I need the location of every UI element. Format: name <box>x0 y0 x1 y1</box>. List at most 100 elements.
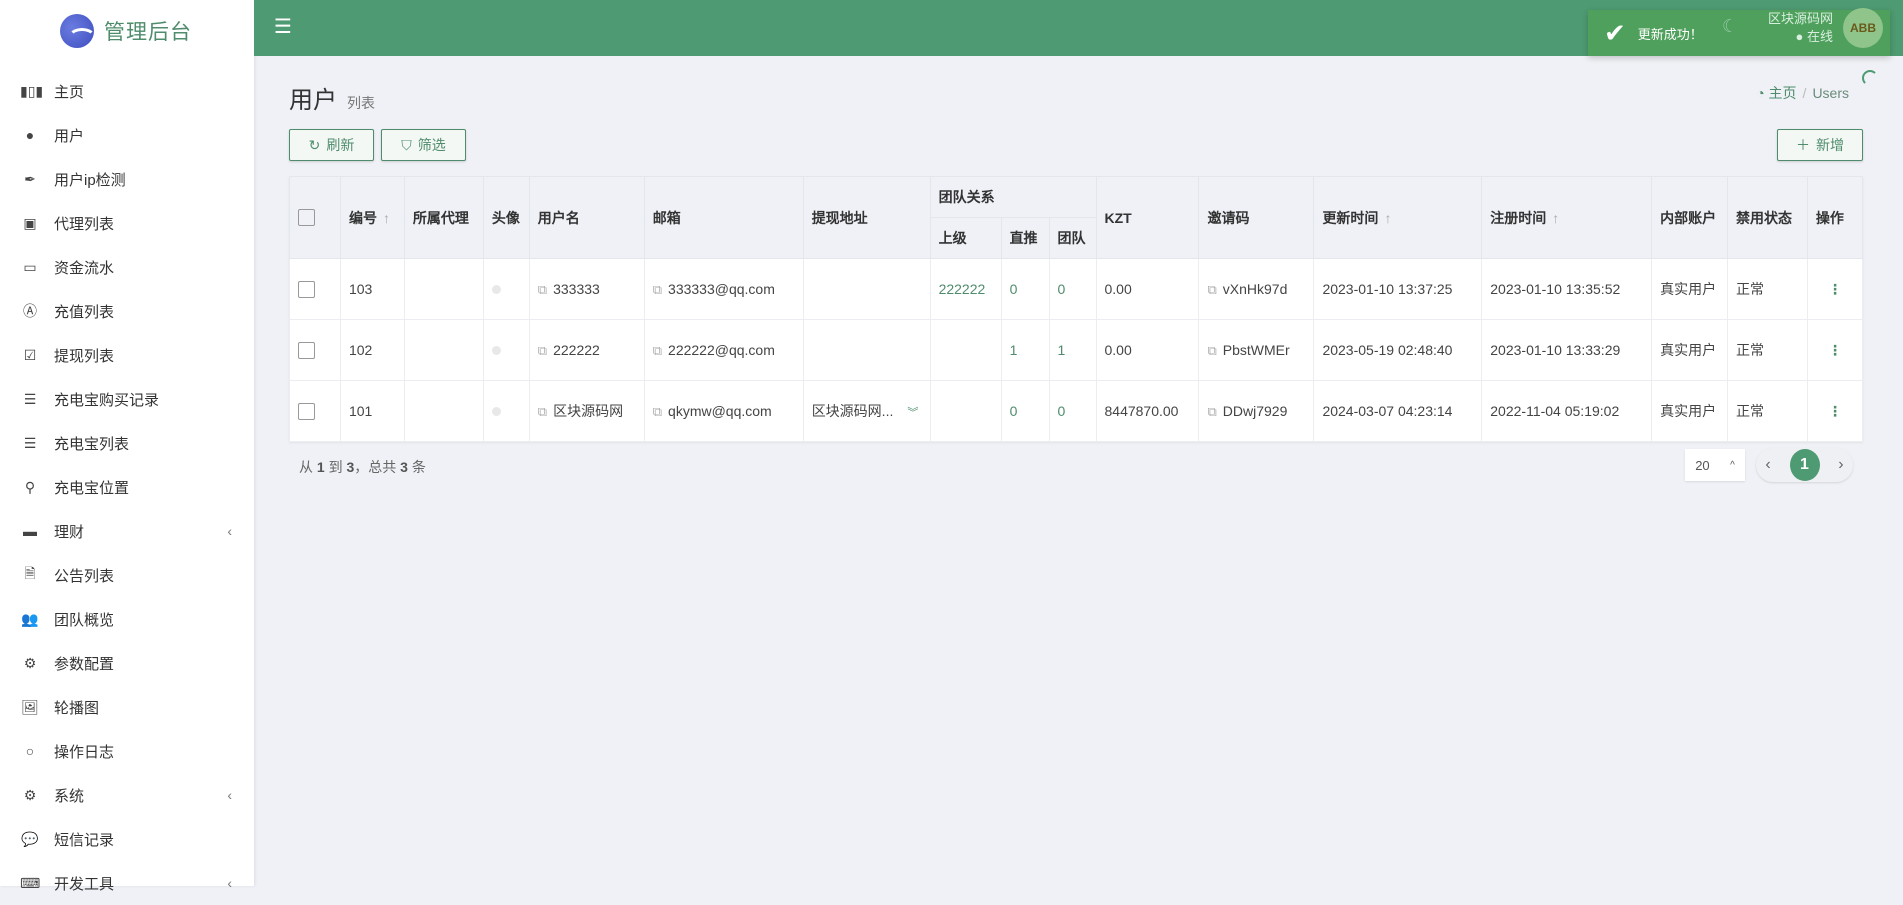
indent-list-icon: ☰ <box>23 434 37 451</box>
sidebar-item[interactable]: ▣ 代理列表 <box>0 201 254 245</box>
copy-icon[interactable]: ⧉ <box>537 342 548 358</box>
prev-page-button[interactable]: ‹ <box>1765 456 1771 473</box>
sidebar-item[interactable]: 🖼 轮播图 <box>0 685 254 729</box>
sidebar-item[interactable]: ☰ 充电宝列表 <box>0 421 254 465</box>
cell-parent[interactable]: 222222 <box>929 258 1002 320</box>
sidebar-item[interactable]: 💬 短信记录 <box>0 817 254 861</box>
bar-chart-icon: ▮▯▮ <box>20 82 44 99</box>
file-text-icon: 🗎 <box>24 565 36 581</box>
add-button[interactable]: ＋ 新增 <box>1777 129 1863 161</box>
pagination-info: 从 1 到 3，总共 3 条 <box>299 459 426 475</box>
circle-icon: ○ <box>25 743 35 759</box>
sidebar-item[interactable]: ☑ 提现列表 <box>0 333 254 377</box>
refresh-button[interactable]: ↻ 刷新 <box>289 129 374 161</box>
col-id[interactable]: 编号 ↑ <box>339 176 405 259</box>
copy-icon[interactable]: ⧉ <box>1207 281 1217 297</box>
sidebar-item-label: 用户 <box>54 127 85 145</box>
letter-a-icon: Ⓐ <box>23 303 37 319</box>
sidebar-item[interactable]: ⚲ 充电宝位置 <box>0 465 254 509</box>
cell-agent <box>403 319 484 381</box>
sidebar-item[interactable]: ▮▯▮ 主页 <box>0 69 254 113</box>
sidebar-item[interactable]: ● 用户 <box>0 113 254 157</box>
row-checkbox[interactable] <box>298 280 315 298</box>
cell-updated: 2023-01-10 13:37:25 <box>1313 258 1483 320</box>
col-internal: 内部账户 <box>1651 176 1729 259</box>
cell-username: 区块源码网 <box>553 403 624 419</box>
cell-parent[interactable] <box>929 380 1002 442</box>
cell-direct[interactable]: 1 <box>1000 319 1050 381</box>
logo[interactable]: 管理后台 <box>60 14 192 48</box>
cell-team[interactable]: 1 <box>1048 319 1097 381</box>
copy-icon[interactable]: ⧉ <box>652 281 663 297</box>
user-menu[interactable]: 区块源码网 ● 在线 ABB <box>1768 8 1883 48</box>
sidebar-item[interactable]: ⌨ 开发工具 ‹ <box>0 861 254 905</box>
copy-icon[interactable]: ⧉ <box>537 404 548 419</box>
col-agent: 所属代理 <box>403 176 484 259</box>
col-team-count: 团队 <box>1048 217 1097 259</box>
more-vertical-icon[interactable]: ⋮ <box>1827 402 1842 419</box>
cell-parent[interactable] <box>929 319 1002 381</box>
sidebar-item[interactable]: ⚙ 参数配置 <box>0 641 254 685</box>
cell-agent <box>403 380 484 442</box>
sidebar-item[interactable]: ⚙ 系统 ‹ <box>0 773 254 817</box>
col-parent: 上级 <box>929 217 1002 259</box>
sidebar-item[interactable]: ▭ 资金流水 <box>0 245 254 289</box>
menu-toggle-icon[interactable]: ☰ <box>274 16 292 38</box>
cell-direct[interactable]: 0 <box>1000 258 1050 320</box>
cell-team[interactable]: 0 <box>1048 258 1097 320</box>
cell-ban: 正常 <box>1727 319 1808 381</box>
sidebar-item[interactable]: 👥 团队概览 <box>0 597 254 641</box>
row-checkbox[interactable] <box>298 341 315 359</box>
chevron-left-icon[interactable]: ‹ <box>227 875 232 891</box>
sidebar-item-label: 主页 <box>54 83 85 101</box>
table-row: 103 ⧉ 333333 ⧉ 333333@qq.com 222222 0 0 0.… <box>289 258 1864 320</box>
expand-double-chevron-icon[interactable]: ︾ <box>907 407 919 419</box>
page-subtitle: 列表 <box>347 95 375 111</box>
cell-kzt: 0.00 <box>1095 258 1200 320</box>
filter-button[interactable]: ⛉ 筛选 <box>381 129 466 161</box>
col-invite: 邀请码 <box>1198 176 1315 259</box>
more-vertical-icon[interactable]: ⋮ <box>1827 280 1842 297</box>
copy-icon[interactable]: ⧉ <box>652 342 663 358</box>
next-page-button[interactable]: › <box>1838 456 1844 473</box>
logo-icon <box>60 14 94 48</box>
sort-arrow-icon[interactable]: ↑ <box>382 209 390 226</box>
breadcrumb-home[interactable]: 主页 <box>1768 85 1797 101</box>
sidebar-item[interactable]: ▬ 理财 ‹ <box>0 509 254 553</box>
success-toast: ✔ 更新成功！ <box>1588 10 1890 56</box>
sort-arrow-icon[interactable]: ↑ <box>1552 209 1560 226</box>
copy-icon[interactable]: ⧉ <box>537 281 548 297</box>
copy-icon[interactable]: ⧉ <box>1207 342 1217 358</box>
sort-arrow-icon[interactable]: ↑ <box>1384 209 1392 226</box>
check-icon: ✔ <box>1604 17 1626 48</box>
cell-updated: 2024-03-07 04:23:14 <box>1313 380 1483 442</box>
col-registered[interactable]: 注册时间 ↑ <box>1481 176 1653 259</box>
sidebar-item-label: 轮播图 <box>54 699 100 717</box>
page-size-select[interactable]: 20 ^ <box>1685 449 1745 481</box>
sidebar-item[interactable]: ☰ 充电宝购买记录 <box>0 377 254 421</box>
cell-username: 333333 <box>553 280 600 297</box>
sidebar-item[interactable]: 🗎 公告列表 <box>0 553 254 597</box>
dark-mode-moon-icon[interactable]: ☾ <box>1721 16 1738 36</box>
page-button-current[interactable]: 1 <box>1789 449 1820 481</box>
cell-team[interactable]: 0 <box>1048 380 1097 442</box>
col-updated[interactable]: 更新时间 ↑ <box>1313 176 1483 259</box>
more-vertical-icon[interactable]: ⋮ <box>1827 341 1842 358</box>
sidebar-item[interactable]: ○ 操作日志 <box>0 729 254 773</box>
sidebar-item[interactable]: ✒ 用户ip检测 <box>0 157 254 201</box>
copy-icon[interactable]: ⧉ <box>1207 403 1217 419</box>
loading-spinner-icon <box>1862 70 1878 86</box>
cell-kzt: 8447870.00 <box>1095 380 1200 442</box>
col-email: 邮箱 <box>643 176 804 259</box>
check-square-icon: ☑ <box>23 346 37 363</box>
contact-card-icon: ▣ <box>23 214 37 231</box>
sidebar-item[interactable]: Ⓐ 充值列表 <box>0 289 254 333</box>
chevron-left-icon[interactable]: ‹ <box>227 787 232 803</box>
copy-icon[interactable]: ⧉ <box>652 403 663 419</box>
users-icon: 👥 <box>21 610 39 627</box>
chevron-left-icon[interactable]: ‹ <box>227 523 232 539</box>
select-all-checkbox[interactable] <box>298 209 315 227</box>
add-label: 新增 <box>1816 137 1844 153</box>
row-checkbox[interactable] <box>298 402 315 420</box>
cell-direct[interactable]: 0 <box>1000 380 1050 442</box>
